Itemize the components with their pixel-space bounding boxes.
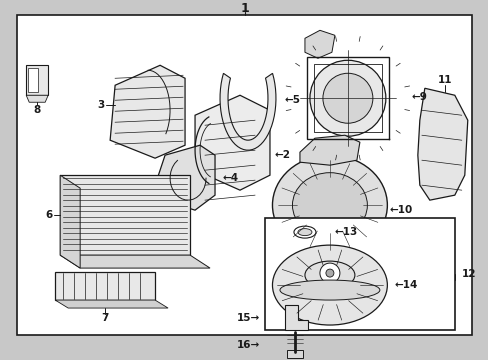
Text: 15→: 15→ xyxy=(236,313,260,323)
Text: 16→: 16→ xyxy=(236,340,260,350)
Text: 8: 8 xyxy=(34,105,41,115)
Bar xyxy=(55,272,155,300)
Polygon shape xyxy=(305,30,334,58)
Polygon shape xyxy=(299,135,359,165)
Text: ←10: ←10 xyxy=(389,205,412,215)
Bar xyxy=(26,65,48,95)
Bar xyxy=(28,68,38,92)
Text: ←4: ←4 xyxy=(222,173,238,183)
Text: 11: 11 xyxy=(437,75,451,85)
Ellipse shape xyxy=(293,226,315,238)
Text: 7: 7 xyxy=(101,313,109,323)
Circle shape xyxy=(309,60,385,136)
Text: ←9: ←9 xyxy=(411,92,427,102)
Text: 6: 6 xyxy=(45,210,52,220)
Ellipse shape xyxy=(305,261,354,289)
Bar xyxy=(17,15,471,335)
Ellipse shape xyxy=(292,173,366,238)
Bar xyxy=(264,218,454,330)
Bar xyxy=(60,175,190,255)
Polygon shape xyxy=(55,300,168,308)
Text: ←2: ←2 xyxy=(274,150,290,160)
Ellipse shape xyxy=(272,155,386,255)
Polygon shape xyxy=(417,88,467,200)
Text: ←5: ←5 xyxy=(285,95,300,105)
Ellipse shape xyxy=(272,245,386,325)
Polygon shape xyxy=(155,145,215,210)
Text: 3: 3 xyxy=(97,100,104,110)
Polygon shape xyxy=(195,95,269,190)
Circle shape xyxy=(322,73,372,123)
Ellipse shape xyxy=(280,280,379,300)
Circle shape xyxy=(325,269,333,277)
Polygon shape xyxy=(26,95,48,102)
Circle shape xyxy=(319,263,339,283)
Polygon shape xyxy=(285,305,307,330)
Text: 12: 12 xyxy=(461,269,475,279)
Polygon shape xyxy=(110,65,184,158)
Bar xyxy=(286,350,303,358)
Polygon shape xyxy=(60,175,80,268)
Polygon shape xyxy=(220,73,275,150)
Text: ←13: ←13 xyxy=(334,227,357,237)
Text: ←14: ←14 xyxy=(394,280,417,290)
Polygon shape xyxy=(60,255,210,268)
Text: 1: 1 xyxy=(240,2,249,15)
Ellipse shape xyxy=(297,229,311,235)
